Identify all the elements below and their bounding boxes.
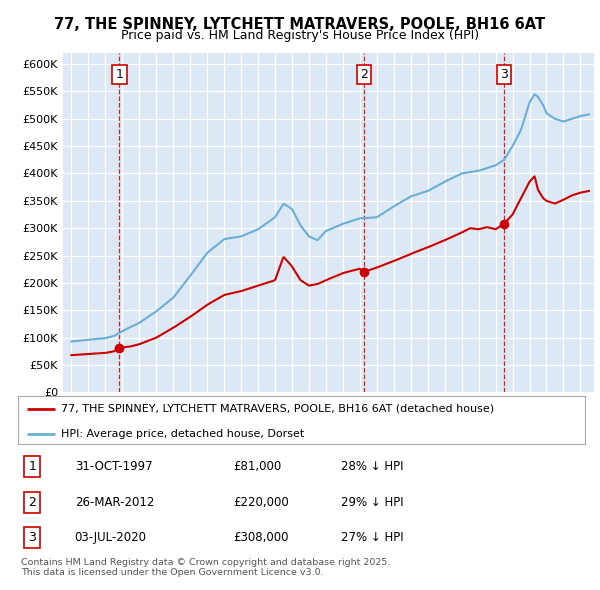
Text: Price paid vs. HM Land Registry's House Price Index (HPI): Price paid vs. HM Land Registry's House … (121, 30, 479, 42)
Text: 31-OCT-1997: 31-OCT-1997 (75, 460, 152, 474)
Text: 3: 3 (28, 530, 36, 544)
Text: 1: 1 (116, 68, 124, 81)
Text: £308,000: £308,000 (233, 530, 289, 544)
Text: 26-MAR-2012: 26-MAR-2012 (75, 496, 154, 509)
Text: 2: 2 (360, 68, 368, 81)
Text: 1: 1 (28, 460, 36, 474)
Text: 3: 3 (500, 68, 508, 81)
Text: 03-JUL-2020: 03-JUL-2020 (75, 530, 146, 544)
Text: 27% ↓ HPI: 27% ↓ HPI (341, 530, 404, 544)
Text: 28% ↓ HPI: 28% ↓ HPI (341, 460, 404, 474)
Text: HPI: Average price, detached house, Dorset: HPI: Average price, detached house, Dors… (61, 428, 304, 438)
Text: 2: 2 (28, 496, 36, 509)
Text: 77, THE SPINNEY, LYTCHETT MATRAVERS, POOLE, BH16 6AT (detached house): 77, THE SPINNEY, LYTCHETT MATRAVERS, POO… (61, 404, 494, 414)
Text: Contains HM Land Registry data © Crown copyright and database right 2025.
This d: Contains HM Land Registry data © Crown c… (21, 558, 391, 577)
Text: 29% ↓ HPI: 29% ↓ HPI (341, 496, 404, 509)
Text: £81,000: £81,000 (233, 460, 282, 474)
Text: 77, THE SPINNEY, LYTCHETT MATRAVERS, POOLE, BH16 6AT: 77, THE SPINNEY, LYTCHETT MATRAVERS, POO… (55, 17, 545, 31)
Text: £220,000: £220,000 (233, 496, 289, 509)
